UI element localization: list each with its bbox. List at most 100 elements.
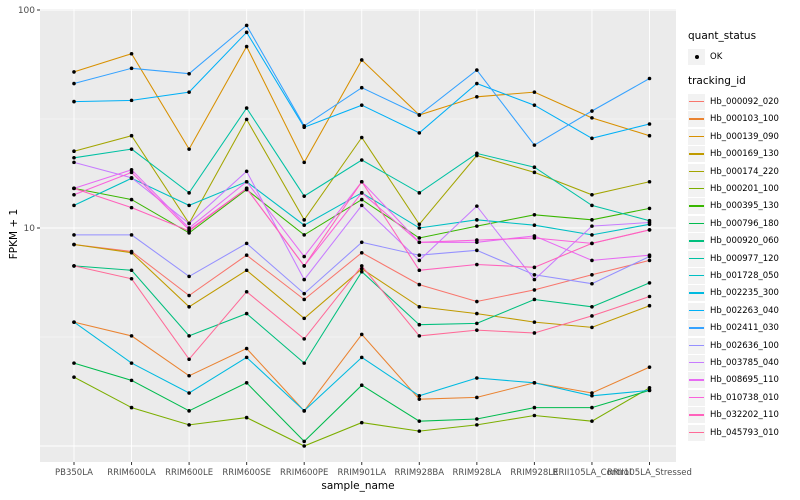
data-point	[187, 147, 191, 151]
data-point	[417, 419, 422, 423]
legend-key-swatch	[688, 128, 705, 145]
data-point	[72, 70, 76, 74]
data-point	[532, 90, 537, 94]
legend-key-swatch	[688, 267, 705, 284]
legend-item-label: Hb_000103_100	[710, 114, 779, 125]
legend-item-label: Hb_032202_110	[710, 410, 779, 421]
legend-tracking-title: tracking_id	[688, 75, 746, 88]
legend-item-label: Hb_000169_130	[710, 149, 779, 160]
legend-item-label: Hb_002263_040	[710, 305, 779, 316]
data-point	[532, 212, 537, 217]
legend-line-icon	[689, 327, 704, 329]
data-point	[72, 155, 76, 160]
data-point	[417, 334, 422, 338]
legend-key-swatch	[688, 146, 705, 163]
data-point	[475, 68, 479, 72]
data-point	[590, 258, 594, 263]
data-point	[129, 250, 134, 255]
legend-line-icon	[689, 222, 704, 225]
data-point	[532, 143, 537, 147]
legend-item-label: Hb_000920_060	[710, 236, 779, 247]
data-point	[359, 203, 364, 208]
data-point	[302, 439, 307, 444]
data-point	[475, 238, 479, 242]
data-point	[244, 241, 249, 246]
data-point	[359, 85, 364, 90]
data-point	[72, 320, 76, 324]
legend-line-icon	[689, 101, 704, 103]
legend-item-label: Hb_045793_010	[710, 427, 779, 438]
data-point	[359, 266, 364, 271]
legend-line-icon	[689, 205, 704, 207]
data-point	[187, 229, 191, 233]
x-tick-label: RRII105LA_Stressed	[607, 468, 692, 478]
data-point	[647, 388, 652, 393]
y-tick-label: 10	[24, 224, 36, 234]
data-point	[72, 233, 76, 237]
data-point	[475, 224, 479, 228]
legend-item-Hb_010738_010: Hb_010738_010	[688, 389, 798, 406]
data-point	[187, 391, 191, 395]
data-point	[475, 376, 479, 380]
data-point	[129, 170, 134, 175]
legend-line-icon	[689, 344, 704, 346]
y-tick-label: 100	[18, 6, 35, 16]
data-point	[129, 51, 134, 56]
data-point	[475, 321, 479, 326]
data-point	[647, 228, 652, 232]
legend-line-icon	[689, 396, 704, 399]
data-point	[302, 233, 307, 237]
legend-line-icon	[689, 292, 704, 294]
data-point	[475, 218, 479, 222]
data-point	[187, 221, 191, 226]
data-point	[647, 365, 652, 369]
legend-key-swatch	[688, 215, 705, 232]
data-point	[129, 98, 134, 103]
data-point	[590, 281, 594, 286]
x-tick-label: RRIM600SE	[222, 468, 271, 478]
data-point	[129, 147, 134, 151]
legend-item-Hb_000201_100: Hb_000201_100	[688, 180, 798, 198]
legend-line-icon	[689, 118, 704, 120]
data-point	[244, 346, 249, 351]
data-point	[244, 268, 249, 273]
data-point	[359, 179, 364, 184]
legend-key-swatch	[688, 407, 705, 424]
data-point	[302, 297, 307, 302]
legend-item-Hb_000092_020: Hb_000092_020	[688, 93, 798, 111]
legend-item-Hb_000395_130: Hb_000395_130	[688, 198, 798, 215]
x-tick-label: PB350LA	[55, 468, 93, 478]
legend-key-swatch	[688, 94, 705, 111]
data-point	[359, 135, 364, 140]
data-point	[129, 233, 134, 237]
data-point	[72, 203, 76, 208]
legend-item-label: Hb_000201_100	[710, 184, 779, 195]
data-point	[187, 203, 191, 208]
legend-key-swatch	[688, 337, 705, 354]
data-point	[532, 405, 537, 410]
data-point	[72, 186, 76, 191]
data-point	[187, 71, 191, 76]
data-point	[187, 409, 191, 413]
data-point	[475, 299, 479, 304]
data-point	[590, 391, 594, 395]
data-point	[302, 124, 307, 128]
data-point	[590, 233, 594, 237]
data-point	[129, 133, 134, 138]
legend-item-label: Hb_000977_120	[710, 253, 779, 264]
data-point	[532, 165, 537, 170]
data-point	[417, 305, 422, 309]
data-point	[244, 186, 249, 191]
data-point	[417, 191, 422, 195]
data-point	[417, 236, 422, 240]
data-point	[129, 276, 134, 281]
legend: quant_status OK tracking_id Hb_000092_02…	[688, 30, 798, 441]
data-point	[359, 383, 364, 388]
data-point	[475, 262, 479, 267]
data-point	[302, 409, 307, 413]
data-point	[244, 289, 249, 294]
data-point	[475, 395, 479, 400]
data-point	[187, 90, 191, 94]
data-point	[302, 316, 307, 321]
legend-item-Hb_003785_040: Hb_003785_040	[688, 354, 798, 371]
